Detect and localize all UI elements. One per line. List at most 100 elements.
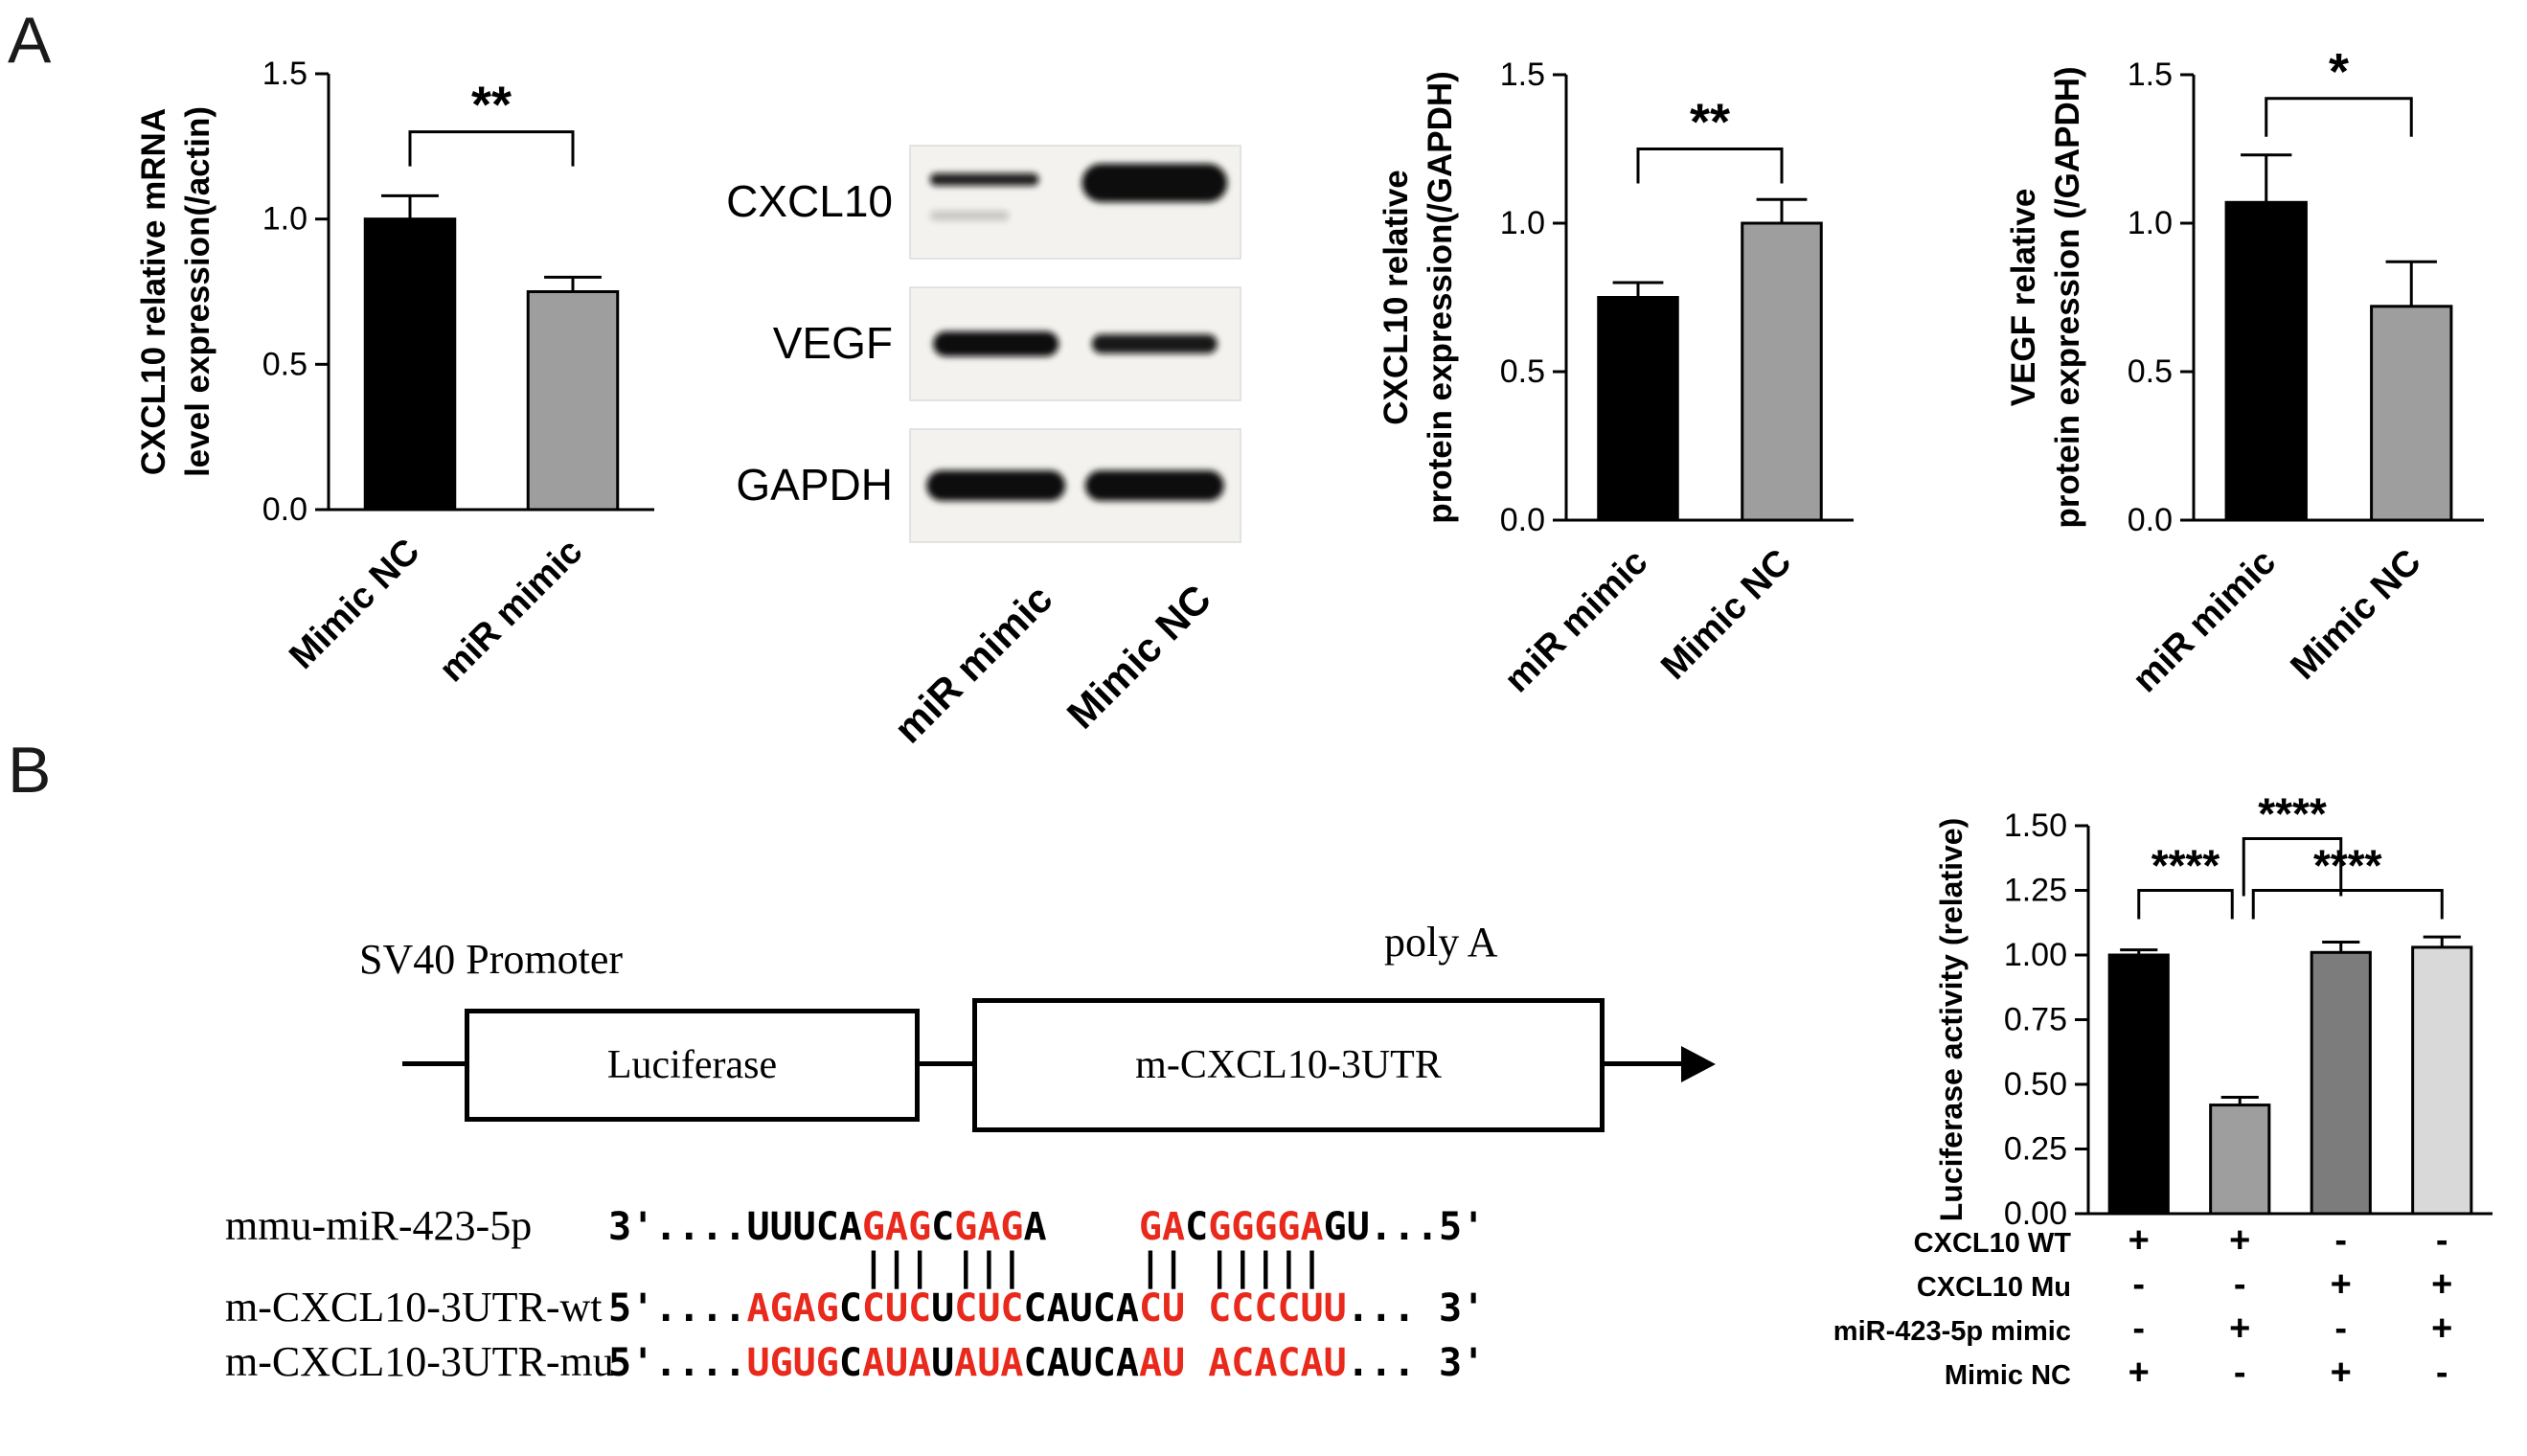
reporter-construct-diagram: SV40 Promoter poly A Luciferase m-CXCL10…	[239, 910, 1753, 1197]
y-tick-label: 0.0	[2128, 502, 2173, 538]
sequence-row-label: m-CXCL10-3UTR-mu	[225, 1338, 614, 1385]
blot-lane-label: Mimic NC	[1059, 576, 1220, 738]
y-tick-label: 1.25	[2004, 873, 2067, 909]
chart-canvas-luciferase: 0.000.250.500.751.001.251.50************…	[1833, 789, 2493, 1393]
y-tick-label: 1.5	[2128, 57, 2173, 93]
bar-2	[2310, 950, 2372, 1216]
condition-symbol: +	[2331, 1264, 2352, 1305]
bar-1	[2209, 1103, 2271, 1216]
condition-symbol: -	[2334, 1220, 2347, 1261]
chart-cxcl10-protein: 0.0 0.5 1.0 1.5 miR mimic Mimic NC ** CXCL10 re…	[1365, 17, 1887, 709]
bar-0	[363, 217, 457, 512]
panel-a-label: A	[8, 4, 52, 77]
significance-stars: *	[2329, 43, 2349, 101]
condition-symbol: -	[2334, 1308, 2347, 1349]
blot-band	[929, 172, 1039, 186]
y-axis-title: CXCL10 relative	[1377, 170, 1415, 425]
sequence-row: mmu-miR-423-5p 3'....UUUCAGAGCGAGA GACGGG…	[225, 1199, 1873, 1254]
bar-0	[2107, 953, 2170, 1216]
y-tick-label: 0.5	[1500, 353, 1545, 390]
x-category-label: miR mimic	[432, 532, 591, 691]
cxcl10-3utr-box: m-CXCL10-3UTR	[972, 998, 1605, 1132]
x-category-label: Mimic NC	[282, 532, 427, 677]
sequence-alignment: mmu-miR-423-5p 3'....UUUCAGAGCGAGA GACGGG…	[225, 1199, 1873, 1390]
chart-cxcl10-mrna: 0.0 0.5 1.0 1.5 Mimic NC miR mimic ** CXCL10 re…	[123, 21, 697, 692]
y-tick-label: 1.5	[1500, 57, 1545, 93]
y-tick-label: 0.50	[2004, 1066, 2067, 1103]
x-category-label: Mimic NC	[1653, 542, 1799, 688]
chart-canvas-vegf-protein: 0.0 0.5 1.0 1.5 miR mimic Mimic NC * VEGF relat…	[2005, 43, 2484, 700]
condition-symbol: -	[2132, 1308, 2145, 1349]
x-category-label: miR mimic	[1497, 542, 1656, 701]
panel-b-label: B	[8, 734, 52, 807]
y-tick-label: 0.0	[262, 491, 307, 528]
significance-bracket	[408, 130, 575, 167]
y-tick-label: 0.75	[2004, 1002, 2067, 1038]
chart-canvas-cxcl10-mrna: 0.0 0.5 1.0 1.5 Mimic NC miR mimic ** CXCL10 re…	[135, 56, 654, 691]
bar-3	[2411, 945, 2473, 1216]
y-tick-label: 0.25	[2004, 1131, 2067, 1168]
blot-target-label: VEGF	[773, 318, 893, 368]
blot-band	[1091, 333, 1218, 354]
blot-band	[933, 331, 1059, 356]
blot-target-label: GAPDH	[736, 460, 893, 510]
condition-symbol: -	[2436, 1353, 2448, 1393]
y-axis-title: protein expression(/GAPDH)	[1422, 71, 1459, 524]
y-tick-label: 1.5	[262, 56, 307, 92]
condition-symbol: +	[2431, 1264, 2452, 1305]
bar-1	[2370, 305, 2453, 522]
sequence-row-label: m-CXCL10-3UTR-wt	[225, 1284, 603, 1331]
significance-bracket	[1636, 148, 1784, 184]
sequence-text: 3'....UUUCAGAGCGAGA GACGGGGAGU...5'	[608, 1205, 1486, 1249]
blot-lane-label: miR mimic	[885, 576, 1060, 751]
y-axis-title: level expression(/actin)	[179, 106, 216, 477]
sequence-text: 5'....AGAGCCUCUCUCCAUCACU CCCCUU... 3'	[608, 1286, 1486, 1331]
blot-band	[1084, 470, 1224, 501]
y-axis-title: CXCL10 relative mRNA	[135, 108, 172, 475]
bar-1	[1741, 221, 1823, 522]
luciferase-box: Luciferase	[465, 1009, 920, 1122]
y-tick-label: 0.5	[262, 346, 307, 382]
y-tick-label: 0.5	[2128, 353, 2173, 390]
significance-stars: **	[471, 77, 512, 134]
y-tick-label: 1.00	[2004, 937, 2067, 973]
y-axis-title: Luciferase activity (relative)	[1934, 818, 1969, 1222]
y-axis-title: protein expression (/GAPDH)	[2049, 66, 2086, 528]
condition-symbol: +	[2331, 1353, 2352, 1393]
blot-target-label: CXCL10	[726, 176, 893, 226]
sequence-text: ||| ||| || |||||	[608, 1245, 1324, 1289]
significance-stars: ****	[2258, 789, 2327, 839]
y-tick-label: 1.50	[2004, 808, 2067, 844]
y-tick-label: 1.0	[262, 201, 307, 238]
condition-symbol: -	[2234, 1353, 2246, 1393]
bar-1	[526, 290, 620, 512]
condition-symbol: +	[2431, 1308, 2452, 1349]
condition-symbol: +	[2229, 1220, 2250, 1261]
bar-0	[1597, 296, 1679, 522]
significance-stars: ****	[2151, 841, 2220, 891]
sv40-promoter-label: SV40 Promoter	[359, 936, 623, 983]
significance-bracket	[2242, 837, 2343, 897]
blot-band	[926, 470, 1066, 501]
construct-arrowhead-icon	[1681, 1046, 1716, 1082]
significance-bracket	[2137, 889, 2234, 920]
y-tick-label: 0.0	[1500, 502, 1545, 538]
condition-row-label: miR-423-5p mimic	[1833, 1316, 2071, 1347]
western-blot-panel: CXCL10 VEGF GAPDH miR mimic Mimic NC	[714, 107, 1308, 752]
condition-row-label: CXCL10 WT	[1914, 1228, 2072, 1259]
y-axis-title: VEGF relative	[2005, 189, 2042, 407]
condition-row-label: CXCL10 Mu	[1917, 1272, 2071, 1303]
pairing-bars-row: ||| ||| || |||||	[225, 1245, 1873, 1289]
condition-row-label: Mimic NC	[1945, 1360, 2071, 1391]
condition-symbol: +	[2229, 1308, 2250, 1349]
blot-band	[929, 210, 1010, 221]
significance-bracket	[2251, 889, 2444, 920]
chart-vegf-protein: 0.0 0.5 1.0 1.5 miR mimic Mimic NC * VEGF relat…	[1992, 17, 2517, 709]
blot-band	[1081, 163, 1228, 202]
significance-stars: ****	[2313, 841, 2382, 891]
sequence-row-label: mmu-miR-423-5p	[225, 1202, 533, 1249]
bar-0	[2224, 200, 2308, 522]
sequence-row: m-CXCL10-3UTR-mu 5'....UGUGCAUAUAUACAUCAA…	[225, 1335, 1873, 1390]
